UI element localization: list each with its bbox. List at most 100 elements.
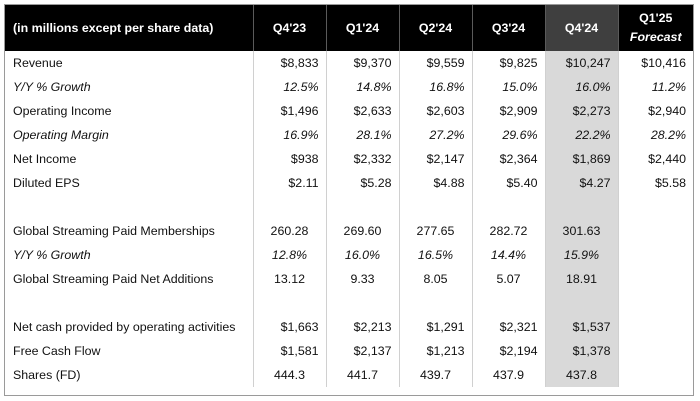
cell-forecast — [618, 243, 693, 267]
header-row: (in millions except per share data) Q4'2… — [5, 5, 693, 51]
cell-q4-23: 12.8% — [253, 243, 327, 267]
cell-q4-23: 13.12 — [253, 267, 327, 291]
cell-q4-24: 15.9% — [545, 243, 619, 267]
cell-q4-23: 16.9% — [253, 123, 327, 147]
period-header-q4-24: Q4'24 — [545, 5, 619, 51]
cell-q2-24: 277.65 — [399, 219, 473, 243]
cell-q1-24: $2,332 — [326, 147, 400, 171]
cell-q4-23: $1,496 — [253, 99, 327, 123]
cell-forecast — [618, 363, 693, 387]
row-revenue: Revenue $8,833 $9,370 $9,559 $9,825 $10,… — [5, 51, 693, 75]
cell-q3-24: 282.72 — [472, 219, 546, 243]
row-label: Y/Y % Growth — [5, 243, 254, 267]
row-shares-fd: Shares (FD) 444.3 441.7 439.7 437.9 437.… — [5, 363, 693, 387]
row-net-additions: Global Streaming Paid Net Additions 13.1… — [5, 267, 693, 291]
cell-q4-24: 16.0% — [545, 75, 619, 99]
cell-forecast — [618, 267, 693, 291]
cell-q2-24: 27.2% — [399, 123, 473, 147]
cell-q1-24: 269.60 — [326, 219, 400, 243]
cell-q1-24: $2,633 — [326, 99, 400, 123]
cell-q3-24: $2,909 — [472, 99, 546, 123]
cell-q3-24: 5.07 — [472, 267, 546, 291]
cell-forecast: $5.58 — [654, 176, 686, 190]
cell-q3-24: $2,321 — [472, 315, 546, 339]
cell-q4-23: $1,663 — [253, 315, 327, 339]
row-operating-margin: Operating Margin 16.9% 28.1% 27.2% 29.6%… — [5, 123, 693, 147]
cell-q1-24: 441.7 — [326, 363, 400, 387]
row-operating-income: Operating Income $1,496 $2,633 $2,603 $2… — [5, 99, 693, 123]
cell-q4-23: 260.28 — [253, 219, 327, 243]
cell-q4-24: $1,869 — [545, 147, 619, 171]
cell-q3-24: $2,194 — [472, 339, 546, 363]
cell-q2-24: $9,559 — [399, 51, 473, 75]
cell-q4-24: $4.27 — [545, 171, 619, 195]
cell-q4-24: 301.63 — [545, 219, 619, 243]
row-label: Global Streaming Paid Memberships — [5, 219, 254, 243]
cell-q3-24: 14.4% — [472, 243, 546, 267]
cell-q4-23: 444.3 — [253, 363, 327, 387]
cell-forecast: $10,416 — [641, 56, 686, 70]
cell-q4-23: 12.5% — [253, 75, 327, 99]
cell-q4-23: $1,581 — [253, 339, 327, 363]
cell-q1-24: $9,370 — [326, 51, 400, 75]
row-label: Operating Income — [5, 99, 254, 123]
cell-q4-23: $938 — [253, 147, 327, 171]
row-memberships-growth: Y/Y % Growth 12.8% 16.0% 16.5% 14.4% 15.… — [5, 243, 693, 267]
cell-forecast: 28.2% — [650, 128, 686, 142]
cell-q2-24: 8.05 — [399, 267, 473, 291]
row-label: Diluted EPS — [5, 171, 254, 195]
cell-q1-24: 14.8% — [326, 75, 400, 99]
units-header: (in millions except per share data) — [5, 5, 254, 51]
forecast-header-period: Q1'25 — [639, 11, 673, 25]
cell-q4-23: $2.11 — [253, 171, 327, 195]
cell-q2-24: $2,147 — [399, 147, 473, 171]
cell-q2-24: $2,603 — [399, 99, 473, 123]
row-label: Shares (FD) — [5, 363, 254, 387]
cell-q4-24: 22.2% — [545, 123, 619, 147]
cell-forecast — [618, 219, 693, 243]
cell-q3-24: 15.0% — [472, 75, 546, 99]
cell-q4-24: $10,247 — [545, 51, 619, 75]
period-header-q4-23: Q4'23 — [253, 5, 327, 51]
row-revenue-growth: Y/Y % Growth 12.5% 14.8% 16.8% 15.0% 16.… — [5, 75, 693, 99]
cell-q1-24: 28.1% — [326, 123, 400, 147]
cell-q2-24: $1,291 — [399, 315, 473, 339]
cell-forecast — [618, 315, 693, 339]
cell-q3-24: $9,825 — [472, 51, 546, 75]
row-free-cash-flow: Free Cash Flow $1,581 $2,137 $1,213 $2,1… — [5, 339, 693, 363]
row-label: Free Cash Flow — [5, 339, 254, 363]
forecast-header-label: Forecast — [629, 30, 682, 44]
cell-q1-24: $5.28 — [326, 171, 400, 195]
row-label: Revenue — [5, 51, 254, 75]
period-header-q2-24: Q2'24 — [399, 5, 473, 51]
row-label: Global Streaming Paid Net Additions — [5, 267, 254, 291]
row-paid-memberships: Global Streaming Paid Memberships 260.28… — [5, 219, 693, 243]
cell-q4-24: $2,273 — [545, 99, 619, 123]
period-header-q1-24: Q1'24 — [326, 5, 400, 51]
cell-q2-24: 16.8% — [399, 75, 473, 99]
cell-q3-24: $5.40 — [472, 171, 546, 195]
cell-q4-24: $1,378 — [545, 339, 619, 363]
cell-forecast: $2,440 — [648, 152, 686, 166]
cell-q1-24: 9.33 — [326, 267, 400, 291]
cell-q1-24: $2,137 — [326, 339, 400, 363]
cell-forecast: 11.2% — [651, 80, 686, 94]
cell-q3-24: $2,364 — [472, 147, 546, 171]
period-header-q3-24: Q3'24 — [472, 5, 546, 51]
row-label: Net Income — [5, 147, 254, 171]
cell-q3-24: 437.9 — [472, 363, 546, 387]
cell-q2-24: 439.7 — [399, 363, 473, 387]
cell-q4-24: 437.8 — [545, 363, 619, 387]
spacer-row — [5, 195, 693, 219]
cell-forecast — [618, 339, 693, 363]
row-label: Net cash provided by operating activitie… — [5, 315, 254, 339]
financial-summary-table: (in millions except per share data) Q4'2… — [5, 5, 693, 387]
cell-q4-23: $8,833 — [253, 51, 327, 75]
row-net-income: Net Income $938 $2,332 $2,147 $2,364 $1,… — [5, 147, 693, 171]
cell-q2-24: 16.5% — [399, 243, 473, 267]
row-label: Y/Y % Growth — [5, 75, 254, 99]
row-label: Operating Margin — [5, 123, 254, 147]
cell-forecast: $2,940 — [648, 104, 686, 118]
cell-q4-24: $1,537 — [545, 315, 619, 339]
forecast-header: Q1'25 Forecast — [618, 5, 693, 51]
